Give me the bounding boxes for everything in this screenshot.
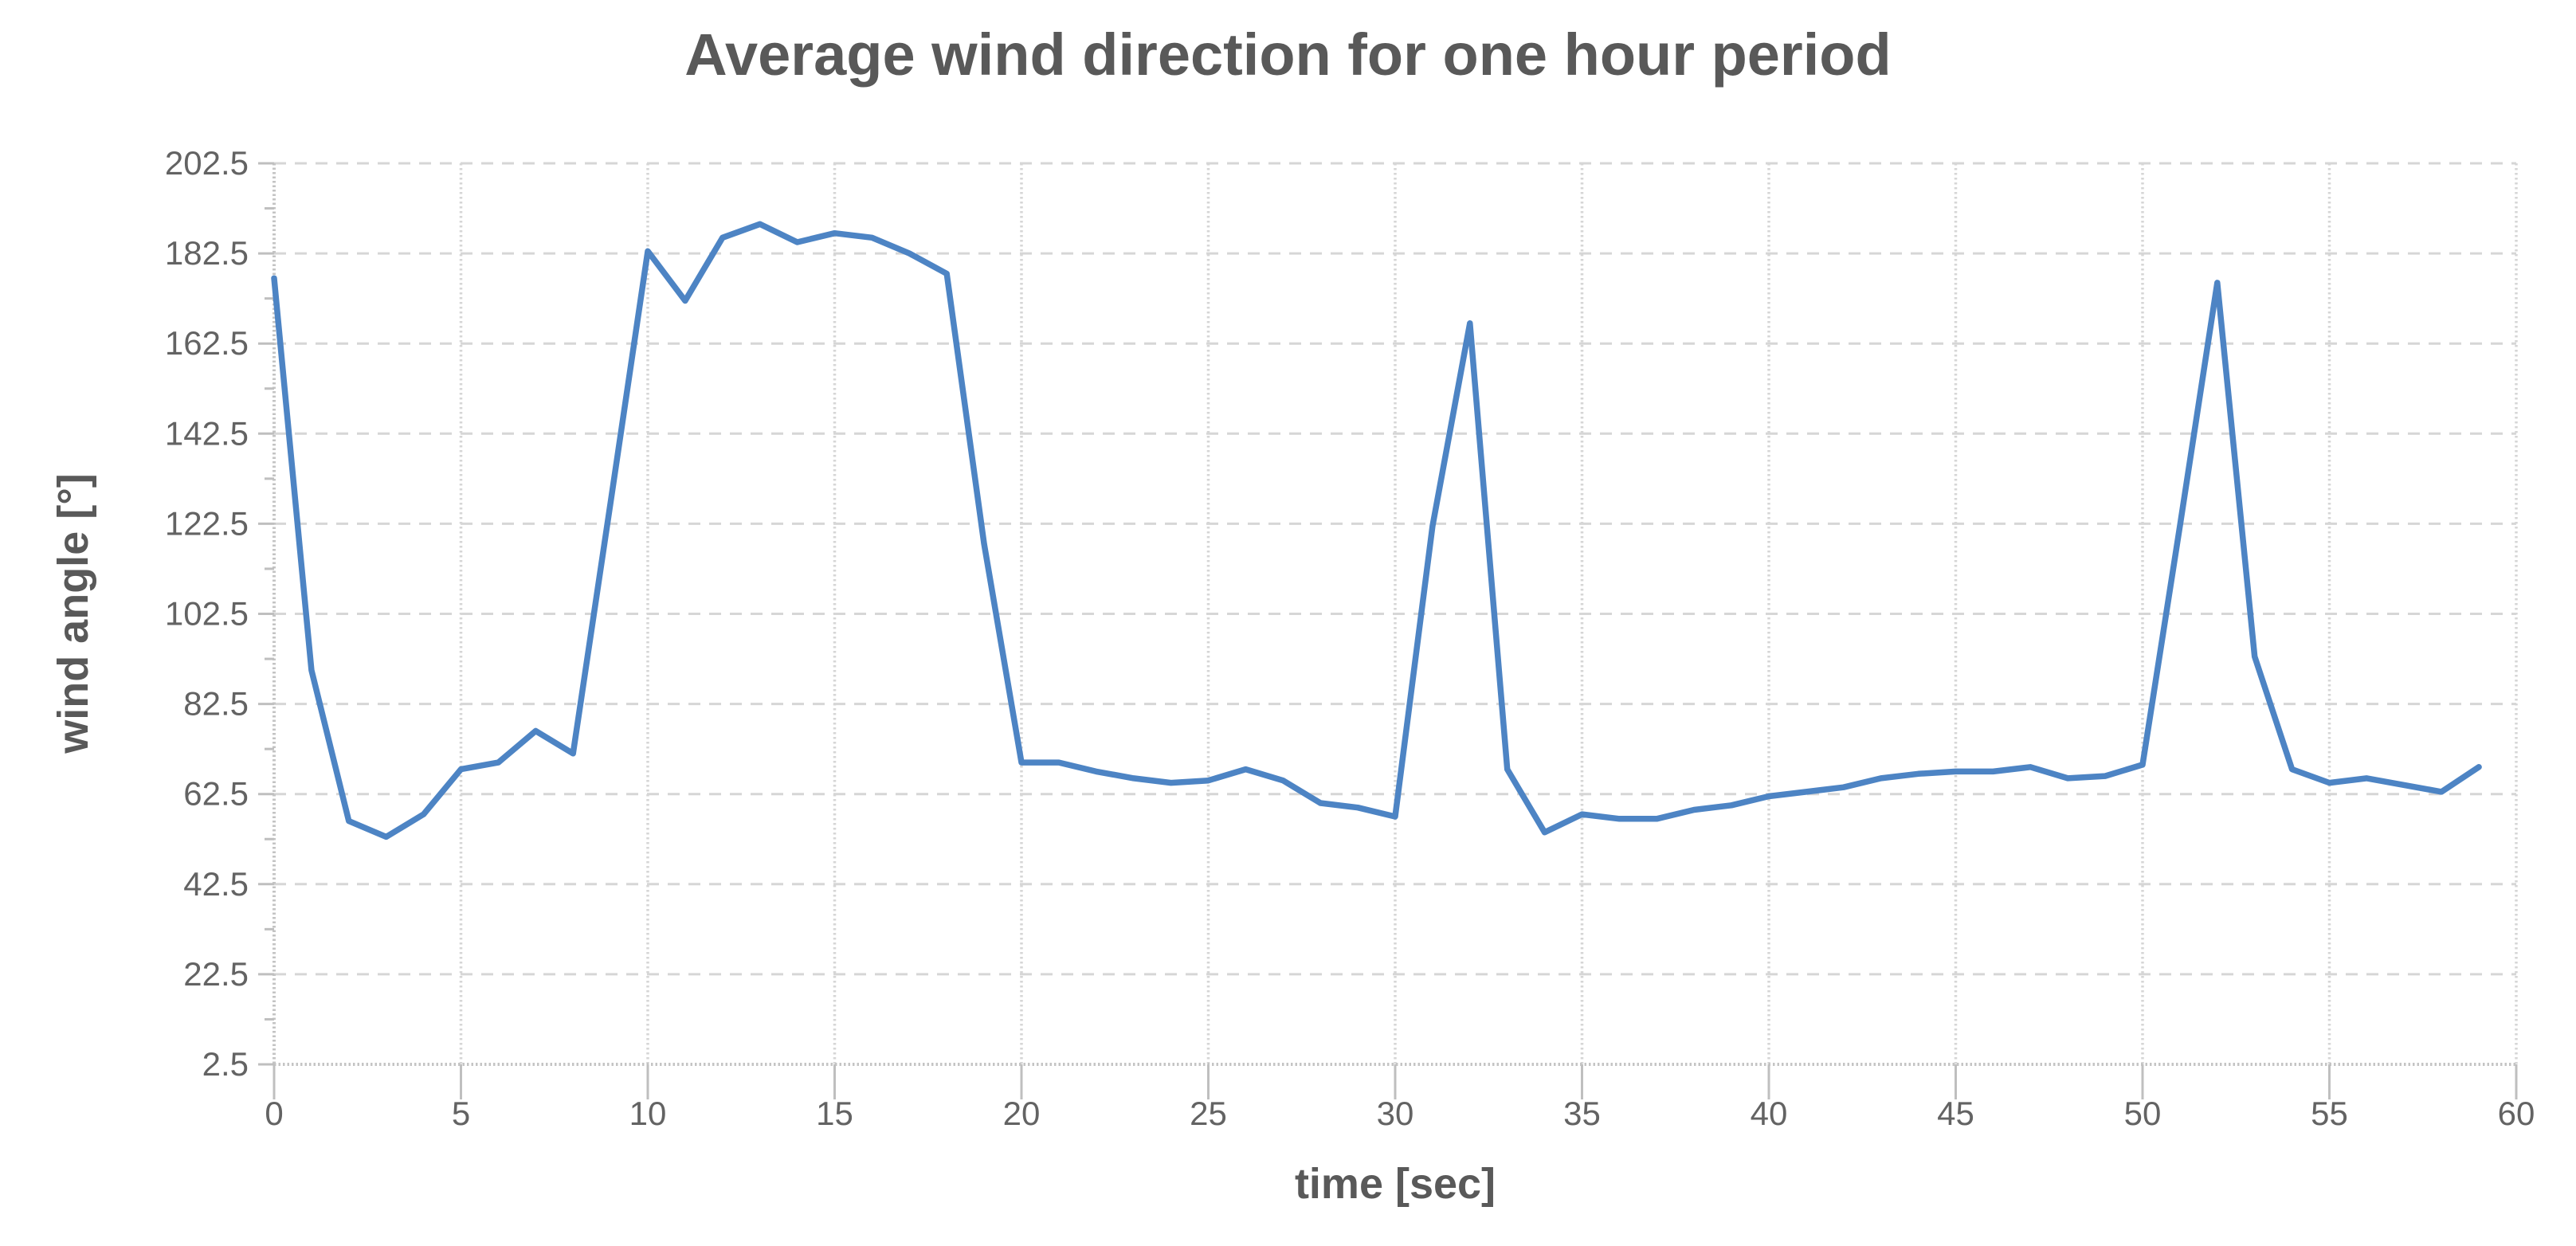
y-tick-label: 162.5 [165,324,249,362]
x-tick-label: 30 [1377,1095,1414,1132]
x-tick-label: 35 [1563,1095,1601,1132]
x-tick-label: 20 [1003,1095,1041,1132]
x-axis-title: time [sec] [1294,1160,1496,1208]
x-tick-label: 0 [265,1095,283,1132]
y-tick-label: 22.5 [183,955,249,993]
y-tick-label: 122.5 [165,504,249,542]
y-tick-labels: 2.5 22.5 42.5 62.5 82.5 102.5 122.5 142.5 162.5 1… [165,144,249,1083]
x-tick-label: 60 [2498,1095,2535,1132]
y-tick-label: 62.5 [183,775,249,813]
x-tick-labels: 0 5 10 15 20 25 30 35 40 45 50 55 60 [265,1095,2535,1132]
y-tick-label: 182.5 [165,234,249,272]
x-tick-label: 50 [2124,1095,2162,1132]
x-tick-label: 45 [1937,1095,1974,1132]
y-tick-label: 42.5 [183,865,249,903]
wind-direction-series [271,221,2482,840]
y-tick-label: 142.5 [165,414,249,452]
y-tick-label: 102.5 [165,595,249,633]
wind-direction-line [271,221,2482,840]
y-tick-label: 2.5 [202,1045,249,1083]
x-tick-label: 15 [816,1095,853,1132]
x-tick-label: 5 [452,1095,470,1132]
v-gridlines [459,163,2518,1064]
y-tick-label: 82.5 [183,685,249,723]
y-axis [258,162,276,1066]
x-tick-label: 10 [629,1095,667,1132]
x-axis [272,1063,2518,1099]
x-tick-label: 40 [1751,1095,1788,1132]
chart-title: Average wind direction for one hour peri… [684,22,1892,88]
x-tick-label: 55 [2311,1095,2348,1132]
x-tick-label: 25 [1190,1095,1227,1132]
y-tick-label: 202.5 [165,144,249,182]
